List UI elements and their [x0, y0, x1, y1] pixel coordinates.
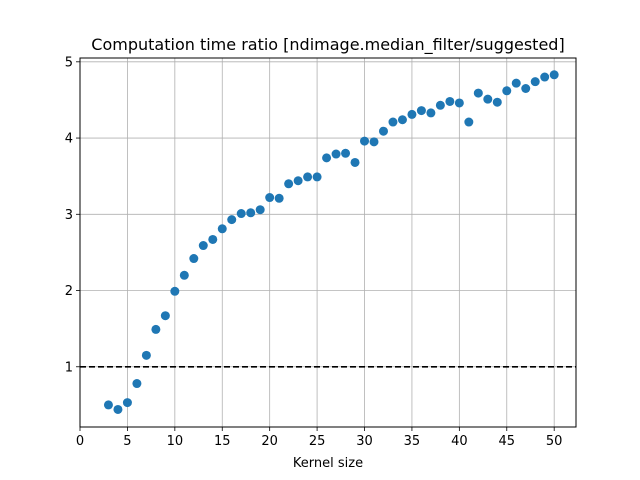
plot-area-frame	[79, 57, 577, 428]
data-point	[322, 153, 332, 163]
data-point	[227, 215, 237, 225]
x-tick-label: 20	[261, 434, 278, 449]
data-point	[445, 96, 455, 106]
x-tick-label: 45	[498, 434, 515, 449]
data-point	[122, 398, 132, 408]
x-tick-label: 5	[123, 434, 131, 449]
data-point	[521, 83, 531, 93]
y-tick-label: 1	[65, 360, 73, 375]
data-point	[511, 78, 521, 88]
x-tick-label: 25	[309, 434, 326, 449]
x-tick-label: 15	[214, 434, 231, 449]
data-point	[530, 77, 540, 87]
data-point	[350, 157, 360, 167]
data-point	[189, 254, 199, 264]
data-point	[341, 148, 351, 158]
data-point	[549, 70, 559, 80]
data-point	[274, 193, 284, 203]
x-axis-ticks: 0 5 10 15 20 25 30 35 40 45 50	[76, 427, 563, 449]
x-tick-label: 10	[167, 434, 184, 449]
data-point	[246, 208, 256, 218]
data-points	[103, 70, 559, 414]
data-point	[151, 324, 161, 334]
data-point	[426, 108, 436, 118]
data-point	[378, 126, 388, 136]
data-point	[132, 379, 142, 389]
data-point	[208, 234, 218, 244]
x-tick-label: 0	[76, 434, 84, 449]
y-axis-ticks: 1 2 3 4 5	[65, 55, 80, 375]
y-tick-label: 2	[65, 284, 73, 299]
y-tick-label: 3	[65, 208, 73, 223]
data-point	[397, 115, 407, 125]
y-tick-label: 4	[65, 132, 73, 147]
data-point	[217, 224, 227, 234]
data-point	[435, 100, 445, 110]
data-point	[198, 241, 208, 251]
data-point	[369, 137, 379, 147]
data-point	[179, 270, 189, 280]
data-point	[293, 176, 303, 186]
x-tick-label: 50	[546, 434, 563, 449]
data-point	[141, 350, 151, 360]
data-point	[388, 117, 398, 127]
data-point	[303, 172, 313, 182]
data-point	[416, 106, 426, 116]
x-tick-label: 30	[356, 434, 373, 449]
data-point	[265, 193, 275, 203]
data-point	[492, 97, 502, 107]
x-tick-label: 40	[451, 434, 468, 449]
data-point	[540, 72, 550, 82]
data-point	[284, 179, 294, 189]
y-tick-label: 5	[65, 55, 73, 70]
data-point	[502, 86, 512, 96]
data-point	[170, 286, 180, 296]
x-axis-title: Kernel size	[293, 456, 363, 471]
grid-lines	[79, 58, 576, 427]
data-point	[160, 311, 170, 321]
data-point	[103, 400, 113, 410]
data-point	[464, 117, 474, 127]
chart-title: Computation time ratio [ndimage.median_f…	[91, 35, 564, 55]
data-point	[312, 172, 322, 182]
data-point	[360, 136, 370, 146]
data-point	[473, 88, 483, 98]
x-tick-label: 35	[404, 434, 421, 449]
data-point	[454, 98, 464, 108]
data-point	[113, 404, 123, 414]
data-point	[255, 205, 265, 215]
data-point	[483, 94, 493, 104]
data-point	[236, 209, 246, 219]
data-point	[331, 149, 341, 159]
data-point	[407, 109, 417, 119]
